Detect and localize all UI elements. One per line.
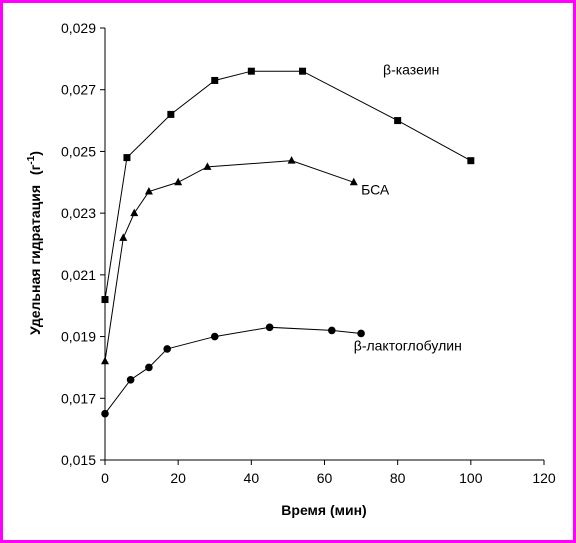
axes <box>104 28 544 461</box>
data-point-triangle <box>119 233 128 241</box>
series-line <box>104 326 362 415</box>
ticks: 0,015 0,017 0,019 0,021 0,023 0,025 0,027 0,029… <box>61 20 556 486</box>
y-tick-label: 0,021 <box>61 267 96 283</box>
data-point-circle <box>210 332 219 341</box>
x-tick-label: 40 <box>244 470 260 486</box>
data-point-triangle <box>287 156 296 164</box>
data-point-circle <box>265 323 274 332</box>
data-point-circle <box>101 409 109 418</box>
x-tick-label: 100 <box>459 470 483 486</box>
y-axis-title-main: Удельная гидратация <box>27 185 43 335</box>
data-point-triangle <box>203 162 212 170</box>
data-point-circle <box>145 363 153 372</box>
data-point-square <box>167 110 175 118</box>
data-point-triangle <box>174 177 183 186</box>
data-point-triangle <box>130 208 139 217</box>
data-point-circle <box>163 345 171 353</box>
x-tick-label: 20 <box>170 470 186 486</box>
series-label: β-лактоглобулин <box>354 337 462 353</box>
data-point-triangle <box>101 356 109 365</box>
data-point-triangle <box>144 187 153 195</box>
data-point-triangle <box>349 177 358 186</box>
data-point-square <box>211 76 219 84</box>
y-axis-title-close: ) <box>27 151 43 156</box>
data-point-square <box>123 154 131 162</box>
y-tick-label: 0,019 <box>61 329 96 345</box>
y-tick-label: 0,023 <box>61 205 96 221</box>
x-tick-label: 60 <box>317 470 333 486</box>
y-axis-title: Удельная гидратация (г-1) <box>26 151 43 335</box>
series-labels: β-казеин БСА β-лактоглобулин <box>354 61 462 353</box>
x-axis-title: Время (мин) <box>281 502 366 518</box>
data-point-circle <box>357 329 365 338</box>
y-tick-label: 0,027 <box>61 82 96 98</box>
data-point-square <box>299 67 307 75</box>
y-tick-label: 0,025 <box>61 143 96 159</box>
series-label: β-казеин <box>383 61 439 77</box>
series-line <box>104 160 354 362</box>
x-tick-label: 0 <box>101 470 109 486</box>
data-point-square <box>247 67 255 75</box>
x-tick-label: 120 <box>532 470 556 486</box>
y-axis-title-exponent: -1 <box>26 155 37 164</box>
data-point-square <box>467 157 475 165</box>
y-tick-label: 0,015 <box>61 452 96 468</box>
data-point-circle <box>328 326 336 335</box>
data-point-square <box>394 117 402 125</box>
x-tick-label: 80 <box>390 470 406 486</box>
series-group <box>101 67 475 418</box>
y-tick-label: 0,017 <box>61 390 96 406</box>
y-tick-label: 0,029 <box>61 20 96 36</box>
series-line <box>104 70 472 300</box>
data-point-circle <box>126 375 135 384</box>
series-label: БСА <box>361 182 390 198</box>
data-point-square <box>101 296 109 304</box>
y-axis-title-unit: (г <box>27 164 43 175</box>
